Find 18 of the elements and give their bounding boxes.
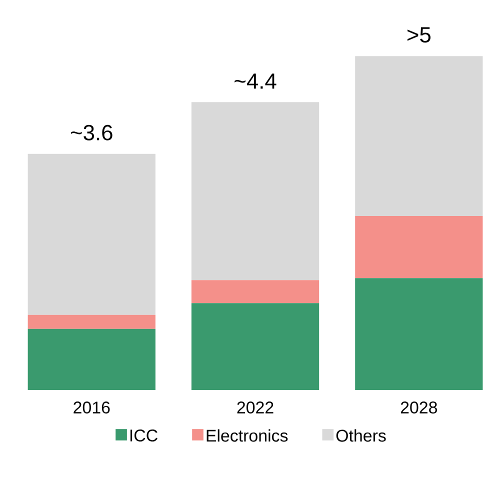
bar <box>28 154 156 315</box>
bar <box>355 216 483 278</box>
bar <box>28 328 156 390</box>
bar <box>191 102 320 280</box>
x-tick-label: 2028 <box>400 402 438 414</box>
legend-label: ICC <box>130 430 158 442</box>
bar <box>191 280 320 304</box>
text: >5 <box>408 27 430 43</box>
bar <box>191 303 320 390</box>
bar <box>355 278 483 390</box>
bar <box>355 56 483 216</box>
annotation: ~4.4 <box>234 74 276 89</box>
x-tick-label: 2022 <box>237 402 274 414</box>
legend-label: Electronics <box>206 429 288 442</box>
bar <box>28 314 156 329</box>
legend-label: Others <box>336 429 386 442</box>
annotation: ~3.6 <box>70 124 112 140</box>
x-tick-label: 2016 <box>74 402 110 414</box>
